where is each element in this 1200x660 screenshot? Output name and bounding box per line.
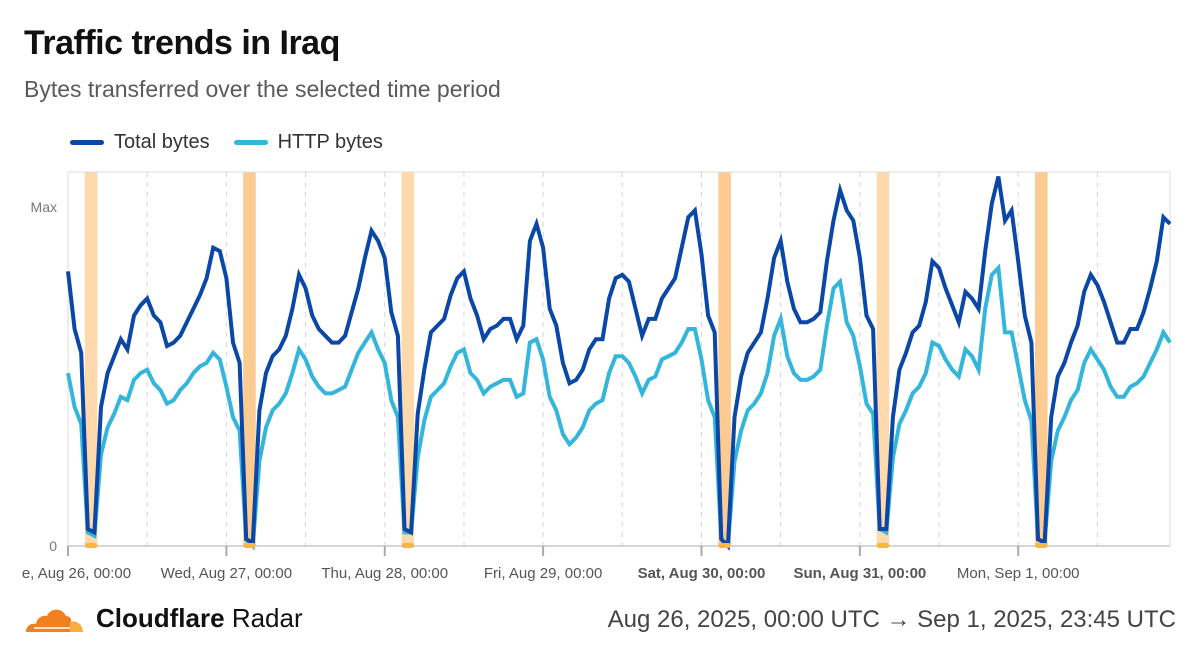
- highlight-marker[interactable]: [84, 543, 98, 548]
- gridlines: [146, 172, 1098, 546]
- highlight-marker[interactable]: [876, 543, 890, 548]
- legend-label-http: HTTP bytes: [277, 131, 383, 153]
- highlight-band[interactable]: [243, 172, 256, 546]
- x-tick-label: Sun, Aug 31, 00:00: [793, 565, 926, 582]
- highlight-band[interactable]: [718, 172, 731, 546]
- x-tick-label: Fri, Aug 29, 00:00: [484, 565, 602, 582]
- x-tick-label: Thu, Aug 28, 00:00: [321, 565, 448, 582]
- legend-item-total-bytes[interactable]: Total bytes: [70, 131, 210, 154]
- cloudflare-cloud-icon: [26, 609, 83, 632]
- legend-item-http-bytes[interactable]: HTTP bytes: [233, 131, 383, 154]
- highlight-marker[interactable]: [401, 543, 415, 548]
- series-line-total-bytes[interactable]: [66, 176, 1172, 551]
- legend-label-total: Total bytes: [114, 131, 210, 153]
- highlight-band[interactable]: [1035, 172, 1048, 546]
- legend: Total bytes HTTP bytes: [70, 131, 383, 154]
- brand-name: Cloudflare: [96, 603, 225, 633]
- highlight-band[interactable]: [401, 172, 415, 546]
- highlight-marker[interactable]: [718, 543, 731, 548]
- highlight-marker[interactable]: [1035, 543, 1048, 548]
- time-range: Aug 26, 2025, 00:00 UTC → Sep 1, 2025, 2…: [607, 606, 1176, 633]
- legend-swatch-http: [233, 140, 268, 145]
- x-tick-label: Wed, Aug 27, 00:00: [161, 565, 293, 582]
- plot-frame: [67, 171, 1171, 547]
- series-line-http-bytes[interactable]: [66, 263, 1172, 551]
- x-tick-label: Sat, Aug 30, 00:00: [638, 565, 766, 582]
- x-axis-ticks: Tue, Aug 26, 00:00 Wed, Aug 27, 00:00 Thu,…: [5, 546, 1080, 582]
- highlight-marker[interactable]: [243, 543, 256, 548]
- series-lines: [66, 176, 1172, 551]
- line-chart: Max 0 Tue, Aug 26, 00:00 Wed, Aug 27, 00:…: [5, 171, 1172, 582]
- x-tick-label: Tue, Aug 26, 00:00: [5, 565, 131, 582]
- y-tick-zero: 0: [49, 538, 57, 554]
- highlight-markers: [84, 543, 1048, 548]
- chart-subtitle: Bytes transferred over the selected time…: [24, 76, 501, 102]
- highlight-bands: [84, 172, 1048, 546]
- highlight-band[interactable]: [84, 172, 98, 546]
- chart-title: Traffic trends in Iraq: [24, 24, 340, 62]
- brand-product: Radar: [231, 603, 303, 633]
- legend-swatch-total: [70, 140, 104, 145]
- cloudflare-radar-logo[interactable]: Cloudflare Radar: [24, 603, 303, 634]
- x-tick-label: Mon, Sep 1, 00:00: [957, 565, 1080, 582]
- y-tick-max: Max: [31, 199, 57, 215]
- highlight-band[interactable]: [876, 172, 890, 546]
